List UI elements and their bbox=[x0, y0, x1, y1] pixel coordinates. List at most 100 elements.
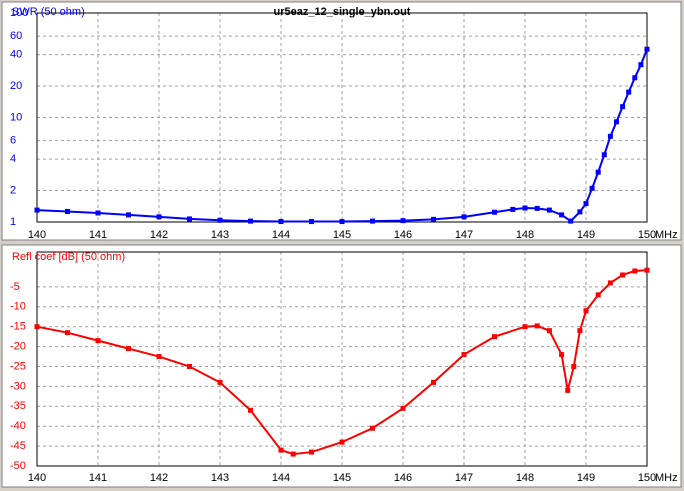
data-point bbox=[400, 405, 406, 411]
data-point bbox=[568, 218, 574, 224]
data-point bbox=[620, 104, 626, 110]
data-point bbox=[577, 209, 583, 215]
y-tick-label: -50 bbox=[10, 460, 26, 472]
data-point bbox=[370, 425, 375, 431]
data-point bbox=[290, 451, 296, 457]
x-tick-label: 140 bbox=[28, 229, 46, 241]
x-tick-label: 145 bbox=[333, 472, 351, 484]
y-tick-label: 6 bbox=[10, 135, 16, 147]
data-point bbox=[595, 169, 601, 175]
data-point bbox=[126, 346, 131, 352]
x-unit: MHz bbox=[655, 229, 678, 241]
y-axis-label: SWR (50 ohm) bbox=[12, 6, 85, 18]
x-tick-label: 142 bbox=[150, 229, 168, 241]
y-tick-label: -5 bbox=[10, 281, 20, 293]
data-point bbox=[632, 268, 638, 274]
data-point bbox=[370, 218, 375, 224]
x-tick-label: 148 bbox=[516, 472, 534, 484]
data-point bbox=[492, 209, 497, 215]
data-point bbox=[595, 292, 601, 298]
x-tick-label: 142 bbox=[150, 472, 168, 484]
x-tick-label: 150 bbox=[638, 472, 656, 484]
data-point bbox=[278, 447, 284, 453]
y-tick-label: -40 bbox=[10, 420, 26, 432]
x-tick-label: 140 bbox=[28, 472, 46, 484]
x-tick-label: 145 bbox=[333, 229, 351, 241]
x-unit: MHz bbox=[655, 472, 678, 484]
data-point bbox=[620, 272, 626, 278]
y-tick-label: 40 bbox=[10, 48, 22, 60]
y-tick-label: 2 bbox=[10, 184, 16, 196]
data-point bbox=[559, 352, 565, 358]
y-tick-label: 4 bbox=[10, 153, 16, 165]
data-point bbox=[534, 205, 540, 211]
y-tick-label: -15 bbox=[10, 321, 26, 333]
data-point bbox=[583, 308, 589, 314]
data-point bbox=[278, 219, 284, 225]
data-point bbox=[607, 133, 613, 139]
x-tick-label: 143 bbox=[211, 472, 229, 484]
data-point bbox=[156, 354, 162, 360]
x-tick-label: 146 bbox=[394, 229, 412, 241]
data-point bbox=[534, 323, 540, 329]
data-point bbox=[559, 212, 565, 218]
data-point bbox=[126, 212, 131, 218]
data-point bbox=[248, 407, 253, 413]
data-line bbox=[36, 48, 648, 223]
data-point bbox=[217, 217, 223, 223]
y-tick-label: 1 bbox=[10, 216, 16, 228]
data-point bbox=[187, 364, 192, 369]
data-point bbox=[34, 207, 40, 213]
data-point bbox=[626, 89, 632, 95]
data-point bbox=[65, 330, 70, 336]
data-point bbox=[510, 206, 516, 212]
data-point bbox=[400, 218, 406, 224]
data-point bbox=[577, 328, 583, 334]
data-point bbox=[156, 214, 162, 220]
y-tick-label: -35 bbox=[10, 400, 26, 412]
data-point bbox=[461, 214, 467, 220]
y-tick-label: 100 bbox=[10, 7, 28, 19]
plot-frame bbox=[36, 251, 648, 467]
data-point bbox=[638, 62, 644, 68]
data-point bbox=[522, 324, 528, 330]
data-point bbox=[601, 152, 607, 158]
data-point bbox=[65, 209, 70, 215]
x-tick-label: 144 bbox=[272, 229, 290, 241]
x-tick-label: 147 bbox=[455, 229, 473, 241]
y-tick-label: -45 bbox=[10, 440, 26, 452]
x-tick-label: 144 bbox=[272, 472, 290, 484]
data-point bbox=[34, 324, 40, 330]
data-line bbox=[36, 269, 648, 456]
x-tick-label: 147 bbox=[455, 472, 473, 484]
y-tick-label: -20 bbox=[10, 341, 26, 353]
data-point bbox=[632, 75, 638, 81]
data-point bbox=[217, 379, 223, 385]
data-point bbox=[248, 218, 253, 224]
x-tick-label: 141 bbox=[89, 229, 107, 241]
data-point bbox=[571, 364, 577, 369]
data-point bbox=[339, 439, 345, 445]
data-point bbox=[309, 449, 314, 455]
x-tick-label: 150 bbox=[638, 229, 656, 241]
data-point bbox=[492, 334, 497, 340]
y-tick-label: 10 bbox=[10, 111, 22, 123]
y-tick-label: -30 bbox=[10, 380, 26, 392]
data-point bbox=[95, 338, 101, 344]
y-tick-label: -10 bbox=[10, 301, 26, 313]
x-tick-label: 148 bbox=[516, 229, 534, 241]
x-tick-label: 146 bbox=[394, 472, 412, 484]
data-point bbox=[565, 387, 571, 393]
data-point bbox=[614, 119, 619, 125]
data-point bbox=[95, 210, 101, 216]
y-tick-label: -25 bbox=[10, 360, 26, 372]
data-point bbox=[309, 219, 314, 225]
data-point bbox=[431, 216, 436, 222]
data-point bbox=[431, 379, 436, 385]
data-point bbox=[522, 205, 528, 211]
x-tick-label: 141 bbox=[89, 472, 107, 484]
data-point bbox=[644, 267, 650, 273]
data-point bbox=[583, 201, 589, 207]
x-tick-label: 149 bbox=[577, 229, 595, 241]
